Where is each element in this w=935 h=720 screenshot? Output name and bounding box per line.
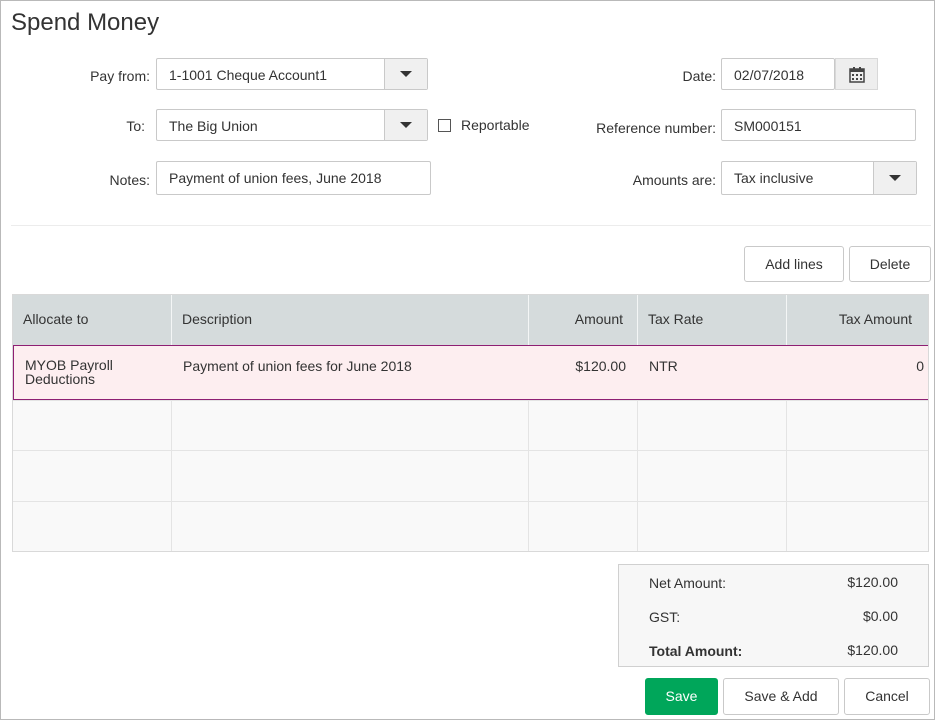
table-row-empty[interactable]: [13, 450, 928, 502]
reportable-label: Reportable: [461, 117, 530, 133]
allocation-table: Allocate to Description Amount Tax Rate …: [12, 294, 929, 552]
net-amount-value: $120.00: [847, 574, 898, 590]
tax-amount-cell[interactable]: 0: [916, 358, 924, 374]
total-amount-label: Total Amount:: [649, 643, 743, 659]
reportable-checkbox[interactable]: [438, 119, 451, 132]
gst-label: GST:: [649, 609, 681, 625]
column-divider: [171, 345, 172, 551]
description-cell[interactable]: Payment of union fees for June 2018: [183, 358, 412, 374]
column-divider: [786, 345, 787, 551]
to-label: To:: [126, 118, 145, 134]
column-header-amount: Amount: [529, 295, 638, 345]
chevron-down-icon: [889, 175, 901, 181]
amount-cell[interactable]: $120.00: [575, 358, 626, 374]
column-header-allocate-to: Allocate to: [13, 295, 172, 345]
chevron-down-icon: [400, 71, 412, 77]
date-value: 02/07/2018: [734, 67, 805, 83]
add-lines-button[interactable]: Add lines: [744, 246, 844, 282]
table-header: Allocate to Description Amount Tax Rate …: [13, 295, 928, 345]
amounts-are-dropdown-button[interactable]: [873, 162, 916, 194]
pay-from-select[interactable]: 1-1001 Cheque Account1: [156, 58, 428, 90]
page-title: Spend Money: [11, 9, 160, 36]
column-header-description: Description: [172, 295, 529, 345]
date-input[interactable]: 02/07/2018: [721, 58, 835, 90]
totals-panel: Net Amount: $120.00 GST: $0.00 Total Amo…: [618, 564, 929, 667]
total-amount-value: $120.00: [847, 642, 898, 658]
allocate-to-line: Deductions: [25, 371, 96, 387]
table-row[interactable]: MYOB Payroll Deductions Payment of union…: [13, 345, 928, 400]
cancel-button[interactable]: Cancel: [844, 678, 930, 715]
table-row-empty[interactable]: [13, 400, 928, 452]
amounts-are-select[interactable]: Tax inclusive: [721, 161, 917, 195]
calendar-icon: [849, 67, 865, 83]
reference-number-value: SM000151: [734, 118, 802, 134]
save-and-add-button[interactable]: Save & Add: [723, 678, 839, 715]
allocate-to-line: MYOB Payroll: [25, 357, 113, 373]
to-select[interactable]: The Big Union: [156, 109, 428, 141]
delete-button[interactable]: Delete: [849, 246, 931, 282]
column-header-tax-amount: Tax Amount: [838, 311, 912, 327]
pay-from-label: Pay from:: [90, 68, 150, 84]
amounts-are-label: Amounts are:: [632, 172, 716, 188]
notes-value: Payment of union fees, June 2018: [169, 170, 382, 186]
column-divider: [528, 345, 529, 551]
pay-from-value: 1-1001 Cheque Account1: [169, 67, 328, 83]
reference-number-input[interactable]: SM000151: [721, 109, 916, 141]
notes-label: Notes:: [109, 172, 150, 188]
pay-from-dropdown-button[interactable]: [384, 59, 427, 89]
section-divider: [11, 225, 931, 226]
table-row-empty[interactable]: [13, 501, 928, 551]
date-label: Date:: [682, 68, 716, 84]
date-picker-button[interactable]: [835, 58, 878, 90]
chevron-down-icon: [400, 122, 412, 128]
amounts-are-value: Tax inclusive: [734, 170, 814, 186]
save-button[interactable]: Save: [645, 678, 718, 715]
reference-number-label: Reference number:: [596, 120, 716, 136]
tax-rate-cell[interactable]: NTR: [649, 358, 678, 374]
allocate-to-cell[interactable]: MYOB Payroll Deductions: [25, 358, 113, 386]
to-value: The Big Union: [169, 118, 258, 134]
net-amount-label: Net Amount:: [649, 575, 727, 591]
column-divider: [637, 345, 638, 551]
gst-value: $0.00: [862, 608, 898, 624]
column-header-tax-rate: Tax Rate: [638, 295, 787, 345]
notes-input[interactable]: Payment of union fees, June 2018: [156, 161, 431, 195]
to-dropdown-button[interactable]: [384, 110, 427, 140]
